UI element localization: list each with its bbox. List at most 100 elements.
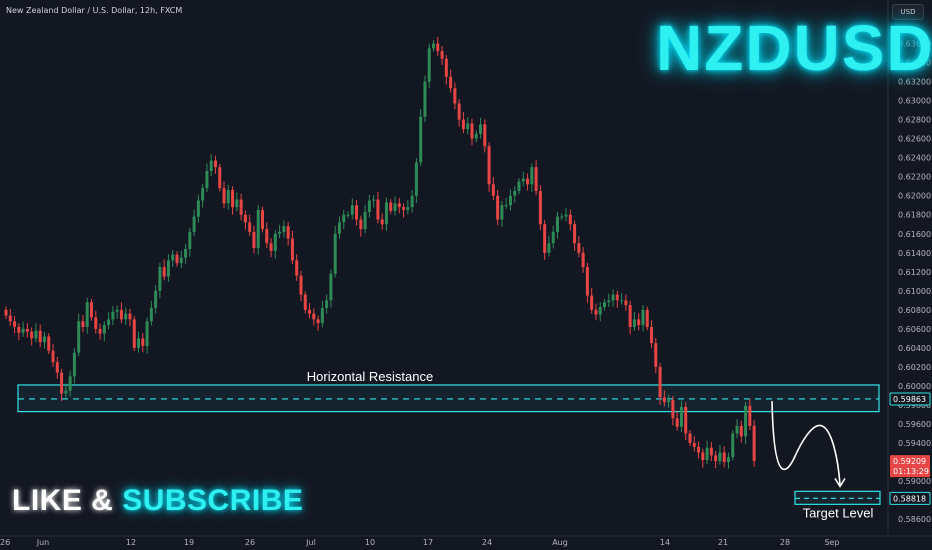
candle-body bbox=[111, 311, 115, 320]
candle-body bbox=[115, 309, 119, 312]
candle bbox=[286, 221, 290, 246]
target-price-label-bg bbox=[889, 491, 931, 505]
candle bbox=[457, 99, 461, 127]
candle bbox=[402, 203, 406, 218]
candle-body bbox=[521, 178, 525, 182]
candle-body bbox=[637, 319, 641, 326]
candle bbox=[196, 194, 200, 223]
candle bbox=[64, 383, 68, 398]
candle-body bbox=[25, 328, 29, 332]
candle bbox=[184, 243, 188, 264]
candle bbox=[265, 222, 269, 249]
candle bbox=[466, 117, 470, 135]
candle bbox=[598, 302, 602, 322]
candle bbox=[504, 197, 508, 210]
candle bbox=[308, 303, 312, 319]
candle bbox=[380, 213, 384, 230]
resistance-price-label-bg bbox=[889, 392, 931, 406]
candle-body bbox=[620, 300, 624, 302]
candle-body bbox=[68, 376, 72, 391]
candle bbox=[692, 436, 696, 452]
price-tick-label: 0.62200 bbox=[898, 173, 931, 182]
candle-body bbox=[17, 326, 21, 333]
candle bbox=[175, 251, 179, 267]
candle-body bbox=[384, 202, 388, 225]
price-tick-label: 0.62600 bbox=[898, 135, 931, 144]
price-tick-label: 0.63000 bbox=[898, 97, 931, 106]
currency-button[interactable]: USD bbox=[892, 4, 924, 20]
candle-body bbox=[722, 452, 726, 462]
candle-body bbox=[470, 123, 474, 139]
candle-body bbox=[735, 425, 739, 434]
candle bbox=[577, 236, 581, 258]
candle-body bbox=[55, 362, 59, 373]
time-tick-label: 21 bbox=[718, 538, 728, 547]
candle bbox=[243, 210, 247, 230]
candle-body bbox=[611, 294, 615, 301]
candle bbox=[645, 306, 649, 331]
candle bbox=[427, 43, 431, 89]
candle-body bbox=[697, 446, 701, 453]
candle bbox=[90, 298, 93, 321]
current-price-badge bbox=[890, 455, 930, 478]
candle bbox=[30, 327, 34, 346]
candle-body bbox=[752, 425, 756, 462]
candle bbox=[222, 181, 226, 209]
candle-body bbox=[598, 306, 602, 315]
candle bbox=[590, 287, 594, 314]
candle-body bbox=[491, 184, 495, 196]
candle-body bbox=[731, 433, 735, 458]
candle bbox=[128, 308, 132, 327]
candle bbox=[739, 420, 743, 443]
candle bbox=[726, 452, 730, 469]
price-tick-label: 0.59600 bbox=[898, 420, 931, 429]
candle bbox=[453, 82, 457, 110]
candle-body bbox=[624, 300, 628, 306]
candle bbox=[102, 321, 106, 342]
candle-body bbox=[316, 319, 320, 324]
projected-arrowhead bbox=[834, 478, 846, 488]
candle-body bbox=[603, 302, 606, 307]
candle-body bbox=[645, 309, 649, 327]
candle bbox=[487, 142, 491, 192]
price-tick-label: 0.58600 bbox=[898, 515, 931, 524]
candle bbox=[166, 254, 170, 282]
candle-body bbox=[543, 224, 547, 253]
subscribe-word: SUBSCRIBE bbox=[122, 484, 304, 517]
candle-body bbox=[192, 216, 196, 232]
like-subscribe-banner: LIKE & SUBSCRIBE bbox=[12, 486, 303, 516]
candle-body bbox=[355, 205, 359, 220]
price-tick-label: 0.60800 bbox=[898, 306, 931, 315]
candle-body bbox=[705, 447, 709, 461]
candle-body bbox=[526, 178, 530, 185]
candle-body bbox=[380, 219, 384, 225]
candle bbox=[521, 171, 525, 187]
candle-body bbox=[679, 406, 683, 427]
price-tick-label: 0.62800 bbox=[898, 116, 931, 125]
candle bbox=[530, 163, 534, 192]
candle bbox=[77, 313, 81, 357]
candle-body bbox=[47, 336, 51, 351]
candle bbox=[256, 205, 260, 255]
candle bbox=[98, 323, 102, 340]
price-tick-label: 0.59400 bbox=[898, 439, 931, 448]
candle bbox=[650, 320, 654, 348]
candle bbox=[637, 313, 641, 331]
candle-body bbox=[555, 216, 559, 232]
candle bbox=[261, 206, 264, 233]
candle-body bbox=[662, 397, 666, 403]
candle-body bbox=[675, 418, 679, 427]
candle bbox=[517, 178, 521, 195]
candle bbox=[384, 197, 388, 231]
candle bbox=[248, 214, 252, 236]
candle bbox=[624, 294, 628, 311]
candle-body bbox=[128, 313, 132, 320]
candle-body bbox=[684, 406, 688, 434]
candle bbox=[299, 270, 303, 302]
candle bbox=[115, 305, 119, 319]
candle-body bbox=[410, 195, 414, 208]
candle-body bbox=[376, 199, 380, 220]
candle-body bbox=[320, 307, 324, 324]
symbol-title[interactable]: New Zealand Dollar / U.S. Dollar, 12h, F… bbox=[6, 6, 183, 15]
